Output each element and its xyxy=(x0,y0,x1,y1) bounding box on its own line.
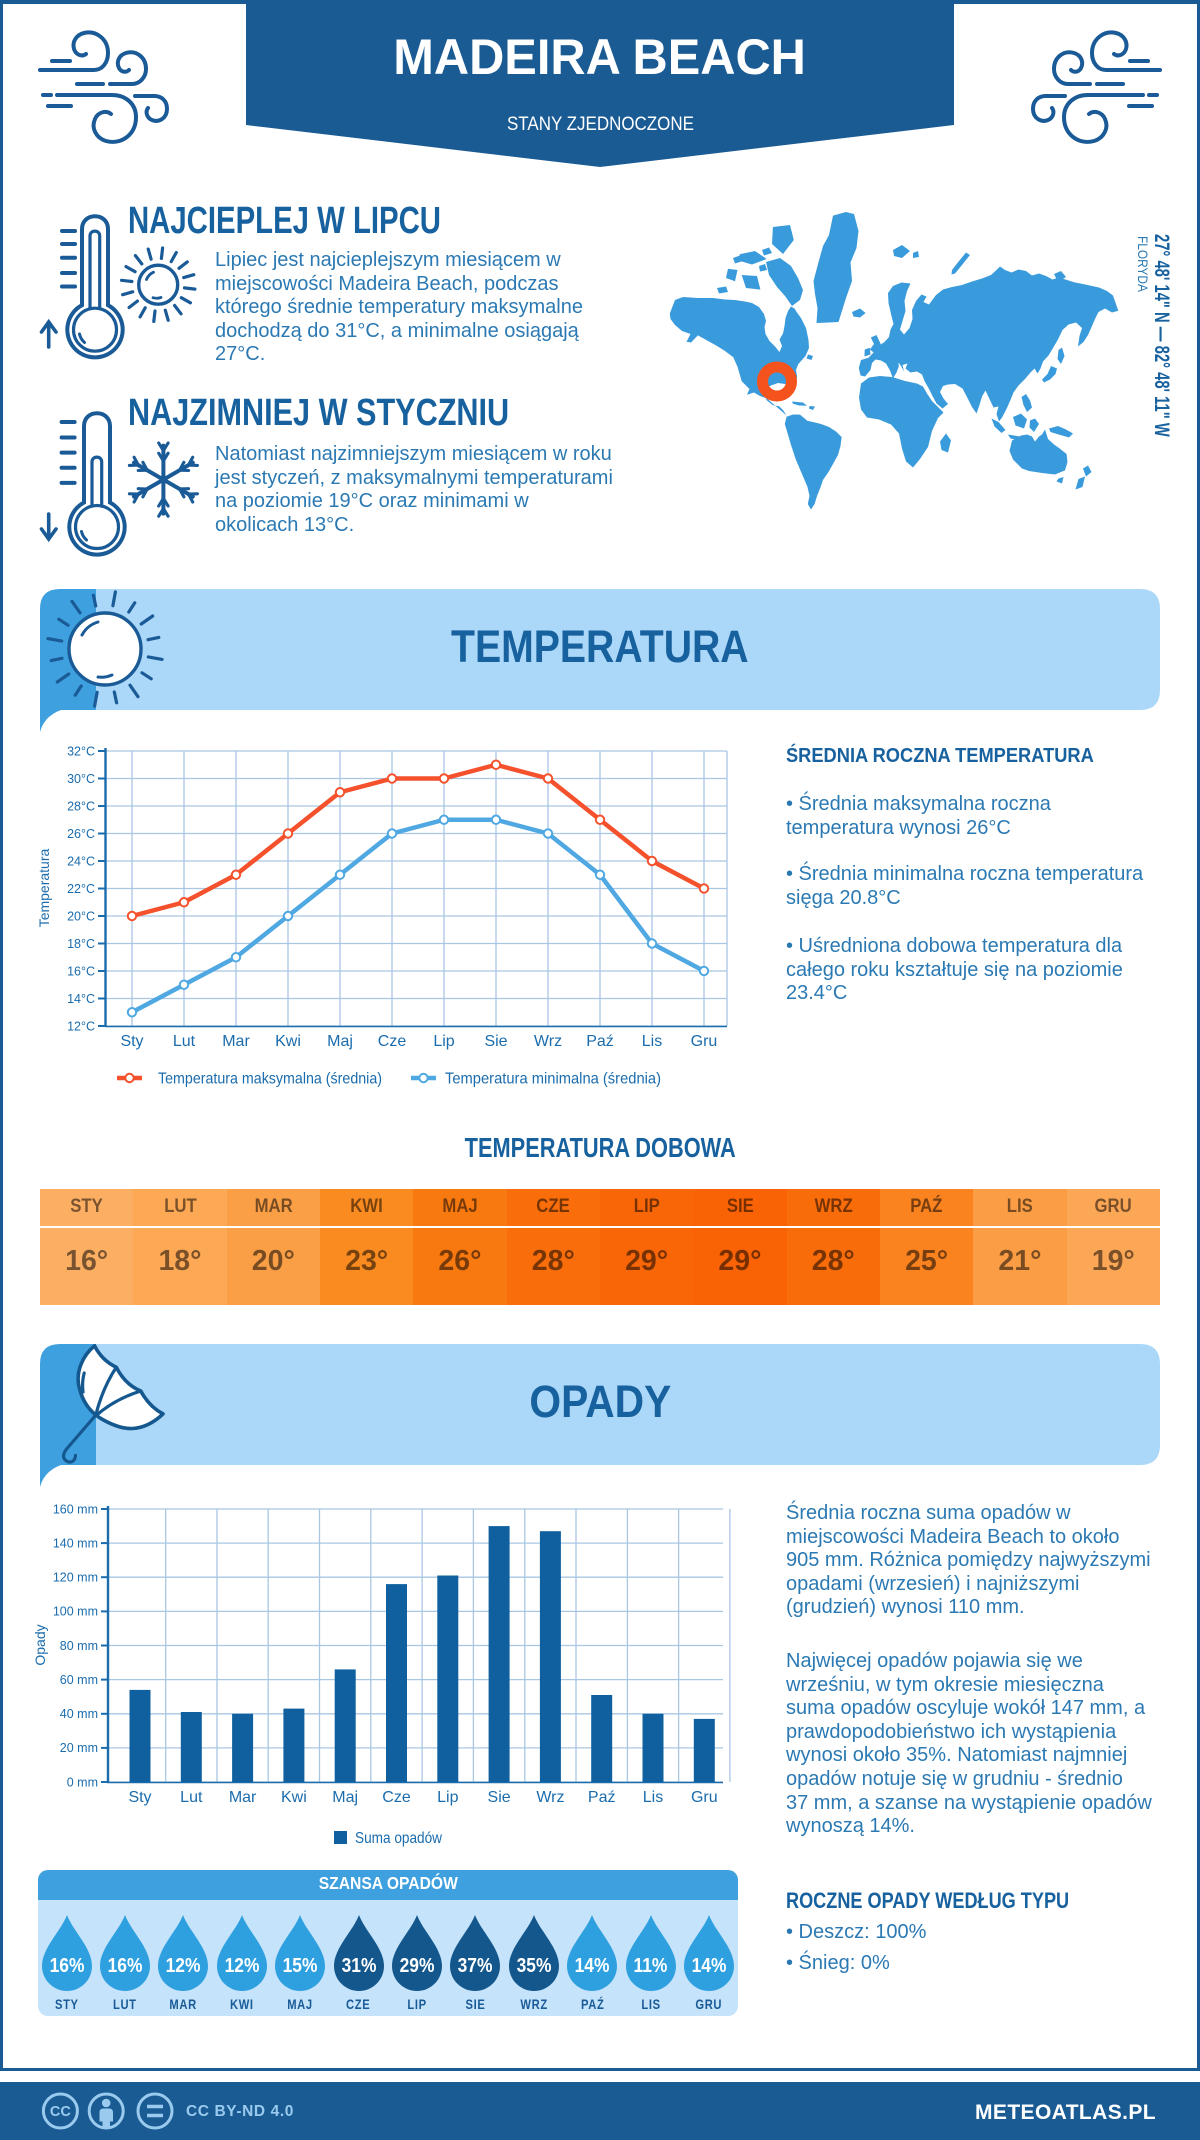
svg-text:Paź: Paź xyxy=(588,1789,616,1806)
svg-text:40 mm: 40 mm xyxy=(60,1707,98,1721)
svg-text:Sty: Sty xyxy=(128,1789,151,1806)
svg-text:Cze: Cze xyxy=(382,1789,411,1806)
svg-text:24°C: 24°C xyxy=(67,854,95,868)
svg-text:Mar: Mar xyxy=(229,1789,257,1806)
svg-text:120 mm: 120 mm xyxy=(53,1571,98,1585)
svg-text:Paź: Paź xyxy=(586,1033,614,1050)
svg-text:Lip: Lip xyxy=(437,1789,458,1806)
svg-text:Temperatura maksymalna (średni: Temperatura maksymalna (średnia) xyxy=(158,1071,382,1088)
svg-text:26°C: 26°C xyxy=(67,827,95,841)
svg-text:Maj: Maj xyxy=(327,1033,353,1050)
svg-text:80 mm: 80 mm xyxy=(60,1639,98,1653)
svg-text:Wrz: Wrz xyxy=(534,1033,562,1050)
svg-text:Gru: Gru xyxy=(691,1789,718,1806)
svg-text:Lis: Lis xyxy=(642,1033,662,1050)
svg-text:Mar: Mar xyxy=(222,1033,250,1050)
svg-text:20°C: 20°C xyxy=(67,909,95,923)
svg-text:0 mm: 0 mm xyxy=(67,1775,98,1789)
svg-text:22°C: 22°C xyxy=(67,882,95,896)
svg-text:60 mm: 60 mm xyxy=(60,1673,98,1687)
svg-text:Sty: Sty xyxy=(120,1033,143,1050)
svg-text:Kwi: Kwi xyxy=(275,1033,301,1050)
svg-text:100 mm: 100 mm xyxy=(53,1605,98,1619)
svg-text:Temperatura: Temperatura xyxy=(36,848,52,927)
svg-text:16°C: 16°C xyxy=(67,964,95,978)
svg-text:Gru: Gru xyxy=(691,1033,718,1050)
svg-text:Lut: Lut xyxy=(180,1789,203,1806)
svg-text:18°C: 18°C xyxy=(67,937,95,951)
svg-text:28°C: 28°C xyxy=(67,799,95,813)
svg-text:12°C: 12°C xyxy=(67,1019,95,1033)
svg-text:CC: CC xyxy=(50,2104,71,2120)
svg-text:30°C: 30°C xyxy=(67,772,95,786)
svg-text:Wrz: Wrz xyxy=(536,1789,564,1806)
svg-text:Lut: Lut xyxy=(173,1033,196,1050)
svg-text:160 mm: 160 mm xyxy=(53,1502,98,1516)
svg-text:Sie: Sie xyxy=(488,1789,511,1806)
svg-text:Cze: Cze xyxy=(378,1033,407,1050)
svg-text:Temperatura minimalna (średnia: Temperatura minimalna (średnia) xyxy=(445,1071,661,1088)
svg-text:Opady: Opady xyxy=(32,1624,48,1665)
svg-text:Sie: Sie xyxy=(484,1033,507,1050)
svg-text:Suma opadów: Suma opadów xyxy=(355,1830,442,1847)
svg-text:Kwi: Kwi xyxy=(281,1789,307,1806)
svg-text:Lip: Lip xyxy=(433,1033,454,1050)
svg-text:Maj: Maj xyxy=(332,1789,358,1806)
svg-text:Lis: Lis xyxy=(643,1789,663,1806)
svg-text:140 mm: 140 mm xyxy=(53,1536,98,1550)
svg-text:32°C: 32°C xyxy=(67,744,95,758)
svg-text:14°C: 14°C xyxy=(67,992,95,1006)
svg-text:20 mm: 20 mm xyxy=(60,1741,98,1755)
